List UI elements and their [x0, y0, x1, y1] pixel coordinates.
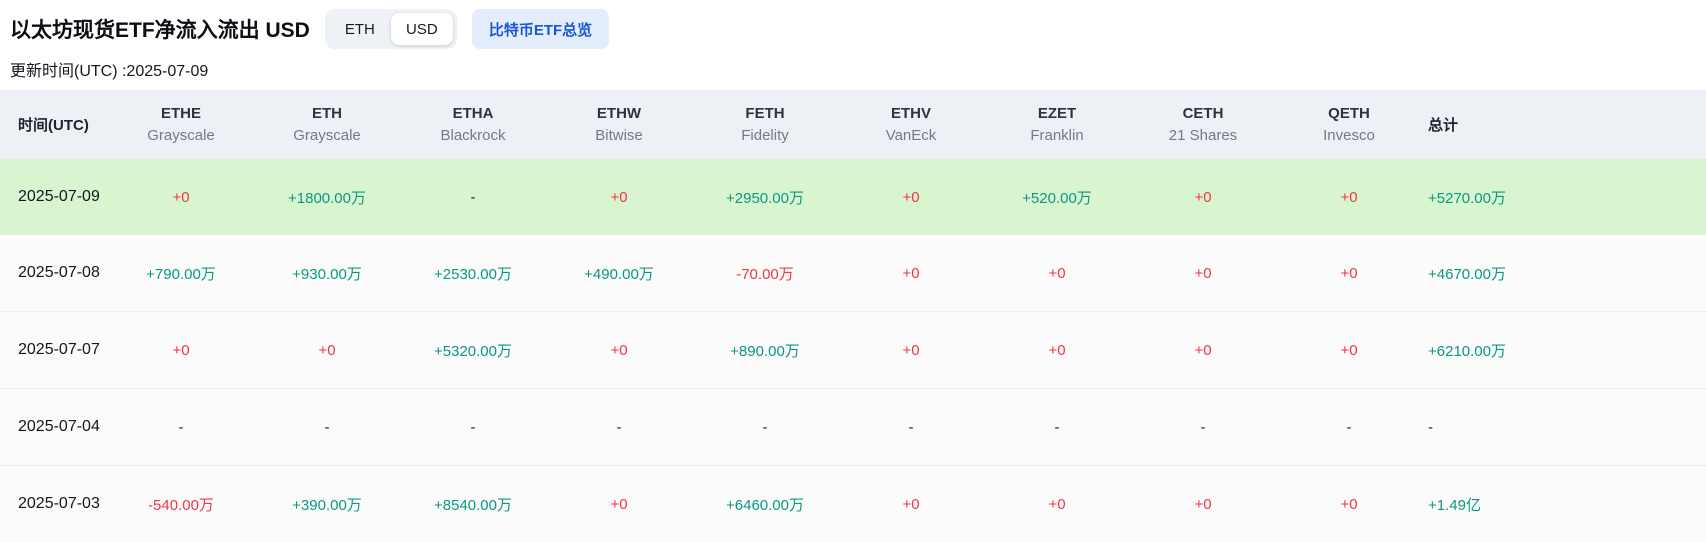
cell-qeth: +0: [1276, 312, 1422, 389]
cell-etha: -: [400, 389, 546, 466]
unit-toggle: ETH USD: [325, 9, 457, 49]
cell-date: 2025-07-09: [0, 159, 108, 235]
cell-total: +5270.00万: [1422, 159, 1706, 235]
cell-eth: -: [254, 389, 400, 466]
btc-etf-overview-button[interactable]: 比特币ETF总览: [472, 9, 609, 49]
cell-etha: +2530.00万: [400, 235, 546, 312]
cell-total: +4670.00万: [1422, 235, 1706, 312]
cell-feth: +890.00万: [692, 312, 838, 389]
cell-ezet: -: [984, 389, 1130, 466]
top-bar: 以太坊现货ETF净流入流出 USD ETH USD 比特币ETF总览: [0, 0, 1706, 50]
update-time-label: 更新时间(UTC) :2025-07-09: [10, 57, 1706, 81]
cell-ceth: -: [1130, 389, 1276, 466]
cell-feth: -: [692, 389, 838, 466]
cell-total: +6210.00万: [1422, 312, 1706, 389]
cell-ezet: +520.00万: [984, 159, 1130, 235]
cell-ethv: +0: [838, 235, 984, 312]
cell-ethe: -: [108, 389, 254, 466]
cell-date: 2025-07-07: [0, 312, 108, 389]
cell-ezet: +0: [984, 312, 1130, 389]
cell-qeth: +0: [1276, 235, 1422, 312]
cell-ethe: +0: [108, 312, 254, 389]
table-body: 2025-07-09+0+1800.00万-+0+2950.00万+0+520.…: [0, 159, 1706, 542]
cell-ethv: -: [838, 389, 984, 466]
cell-feth: -70.00万: [692, 235, 838, 312]
cell-date: 2025-07-04: [0, 389, 108, 466]
cell-qeth: +0: [1276, 159, 1422, 235]
cell-ethe: +790.00万: [108, 235, 254, 312]
table-row: 2025-07-08+790.00万+930.00万+2530.00万+490.…: [0, 235, 1706, 312]
toggle-option-eth[interactable]: ETH: [329, 13, 391, 45]
cell-ethw: +0: [546, 312, 692, 389]
cell-ceth: +0: [1130, 235, 1276, 312]
cell-total: -: [1422, 389, 1706, 466]
table-row: 2025-07-09+0+1800.00万-+0+2950.00万+0+520.…: [0, 159, 1706, 235]
cell-qeth: -: [1276, 389, 1422, 466]
cell-ethe: +0: [108, 159, 254, 235]
cell-ethw: +0: [546, 159, 692, 235]
toggle-option-usd[interactable]: USD: [391, 13, 453, 45]
cell-ceth: +0: [1130, 312, 1276, 389]
column-header-total: 总计: [1422, 90, 1706, 159]
cell-feth: +2950.00万: [692, 159, 838, 235]
cell-ethv: +0: [838, 159, 984, 235]
cell-date: 2025-07-08: [0, 235, 108, 312]
page-title: 以太坊现货ETF净流入流出 USD: [10, 14, 310, 44]
cell-eth: +0: [254, 312, 400, 389]
cell-eth: +930.00万: [254, 235, 400, 312]
column-header-date: 时间(UTC): [0, 90, 108, 159]
cell-eth: +1800.00万: [254, 159, 400, 235]
table-row: 2025-07-04----------: [0, 389, 1706, 466]
table-row: 2025-07-07+0+0+5320.00万+0+890.00万+0+0+0+…: [0, 312, 1706, 389]
cell-ethv: +0: [838, 312, 984, 389]
cell-etha: +5320.00万: [400, 312, 546, 389]
cell-etha: -: [400, 159, 546, 235]
cell-ezet: +0: [984, 235, 1130, 312]
cell-ethw: +490.00万: [546, 235, 692, 312]
cell-ceth: +0: [1130, 159, 1276, 235]
cell-ethw: -: [546, 389, 692, 466]
